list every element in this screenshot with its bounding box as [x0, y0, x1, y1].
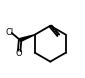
- Polygon shape: [20, 35, 35, 41]
- Text: Cl: Cl: [6, 28, 14, 37]
- Text: O: O: [16, 49, 22, 58]
